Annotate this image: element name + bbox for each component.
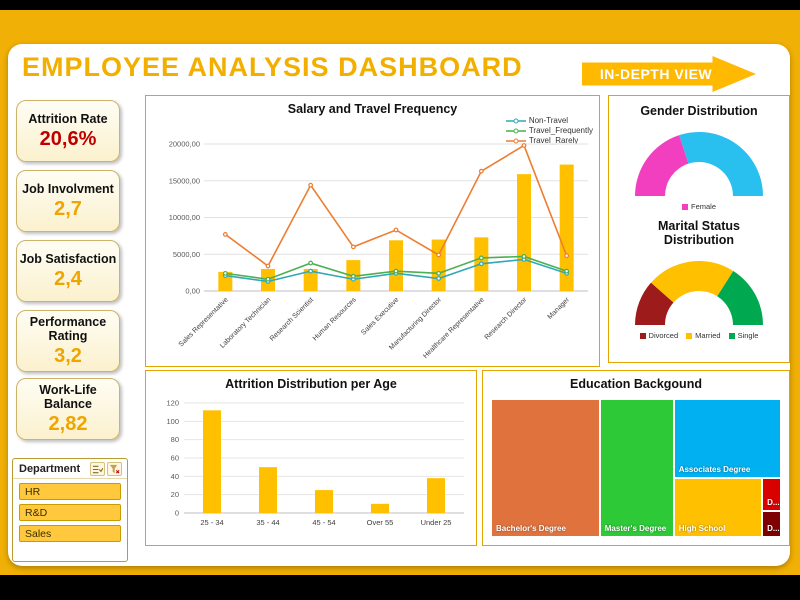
- treemap-block: Associates Degree: [673, 399, 781, 478]
- gender-donut-chart: [635, 132, 763, 196]
- svg-text:Laboratory Technician: Laboratory Technician: [219, 296, 272, 349]
- kpi-title: Job Satisfaction: [19, 251, 117, 266]
- kpi-card-work-life-balance: Work-Life Balance 2,82: [16, 378, 120, 440]
- svg-text:5000,00: 5000,00: [173, 250, 200, 259]
- slicer-item-hr[interactable]: HR: [19, 483, 121, 500]
- department-slicer: Department HR R&D Sales: [12, 458, 128, 562]
- svg-text:20: 20: [171, 490, 179, 499]
- svg-text:25 - 34: 25 - 34: [200, 518, 223, 527]
- kpi-title: Performance Rating: [29, 314, 107, 343]
- slicer-header: Department: [13, 459, 127, 479]
- svg-text:80: 80: [171, 435, 179, 444]
- kpi-value: 2,4: [54, 267, 82, 290]
- svg-text:45 - 54: 45 - 54: [312, 518, 335, 527]
- legend-item: Travel_Rarely: [505, 136, 593, 145]
- marital-donut-chart: [635, 261, 763, 325]
- svg-text:0,00: 0,00: [185, 287, 200, 296]
- svg-text:40: 40: [171, 472, 179, 481]
- treemap-block: D...: [762, 510, 781, 537]
- treemap-block: Master's Degree: [599, 399, 674, 537]
- salary-travel-chart-panel: Salary and Travel Frequency Non-Travel Tr…: [145, 95, 600, 367]
- svg-text:Under 25: Under 25: [421, 518, 452, 527]
- education-chart-panel: Education Backgound Bachelor's Degree Mas…: [482, 370, 790, 546]
- kpi-card-performance-rating: Performance Rating 3,2: [16, 310, 120, 372]
- education-chart-title: Education Backgound: [570, 377, 702, 391]
- svg-text:100: 100: [166, 417, 179, 426]
- slicer-title: Department: [19, 463, 81, 475]
- gender-chart-title: Gender Distribution: [640, 104, 758, 118]
- svg-text:120: 120: [166, 399, 179, 408]
- kpi-card-job-satisfaction: Job Satisfaction 2,4: [16, 240, 120, 302]
- kpi-value: 2,7: [54, 197, 82, 220]
- svg-text:Sales Executive: Sales Executive: [360, 296, 400, 336]
- svg-text:60: 60: [171, 454, 179, 463]
- svg-text:15000,00: 15000,00: [169, 176, 200, 185]
- banner-label: IN-DEPTH VIEW: [599, 66, 713, 82]
- legend-item: Non-Travel: [505, 116, 593, 125]
- svg-text:10000,00: 10000,00: [169, 213, 200, 222]
- page-title: EMPLOYEE ANALYSIS DASHBOARD: [22, 52, 523, 82]
- combo-chart-plot: 0,00 5000,00 10000,00 15000,00 20000,00 Sales…: [169, 140, 588, 360]
- kpi-title: Job Involvment: [22, 181, 114, 196]
- legend-item: Female: [681, 202, 716, 211]
- treemap-block: Bachelor's Degree: [491, 399, 600, 537]
- kpi-value: 20,6%: [39, 127, 97, 150]
- kpi-title: Work-Life Balance: [39, 382, 97, 411]
- svg-text:Manager: Manager: [547, 296, 572, 321]
- kpi-value: 2,82: [48, 412, 88, 435]
- kpi-title: Attrition Rate: [28, 111, 108, 126]
- svg-text:Research Scientist: Research Scientist: [269, 296, 315, 342]
- kpi-value: 3,2: [54, 344, 82, 367]
- legend-item: Single: [728, 331, 758, 340]
- svg-text:Human Resources: Human Resources: [312, 296, 358, 342]
- svg-text:Over 55: Over 55: [367, 518, 394, 527]
- legend-item: Travel_Frequently: [505, 126, 593, 135]
- svg-text:35 - 44: 35 - 44: [256, 518, 279, 527]
- clear-filter-icon[interactable]: [107, 462, 122, 476]
- svg-text:20000,00: 20000,00: [169, 140, 200, 149]
- slicer-item-sales[interactable]: Sales: [19, 525, 121, 542]
- legend-item: Married: [686, 331, 721, 340]
- marital-legend: Divorced Married Single: [639, 331, 758, 340]
- treemap-block: D...: [762, 477, 781, 511]
- kpi-card-attrition-rate: Attrition Rate 20,6%: [16, 100, 120, 162]
- multiselect-icon[interactable]: [90, 462, 105, 476]
- chart-legend: Non-Travel Travel_Frequently Travel_Rarely: [505, 116, 593, 146]
- dashboard-panel: EMPLOYEE ANALYSIS DASHBOARD IN-DEPTH VIE…: [8, 44, 790, 566]
- marital-chart-title: Marital Status Distribution: [658, 219, 740, 247]
- svg-text:Research Director: Research Director: [484, 296, 529, 341]
- gender-legend: Female: [681, 202, 716, 211]
- education-treemap: Bachelor's Degree Master's Degree Associat…: [491, 399, 781, 537]
- attrition-age-chart-plot: 0 20 40 60 80 100 120 25 - 34 35 - 44 45 - 54 Over…: [166, 399, 464, 527]
- svg-text:0: 0: [175, 509, 179, 518]
- attrition-age-chart-title: Attrition Distribution per Age: [225, 377, 397, 391]
- kpi-card-job-involvment: Job Involvment 2,7: [16, 170, 120, 232]
- attrition-age-chart-panel: Attrition Distribution per Age 0 20 40 60 80…: [145, 370, 477, 546]
- slicer-item-rnd[interactable]: R&D: [19, 504, 121, 521]
- in-depth-view-button[interactable]: IN-DEPTH VIEW: [582, 56, 756, 92]
- treemap-block: High School: [673, 477, 763, 537]
- distribution-charts-panel: Gender Distribution Female Marital Statu…: [608, 95, 790, 363]
- legend-item: Divorced: [639, 331, 678, 340]
- salary-travel-chart-title: Salary and Travel Frequency: [287, 102, 458, 116]
